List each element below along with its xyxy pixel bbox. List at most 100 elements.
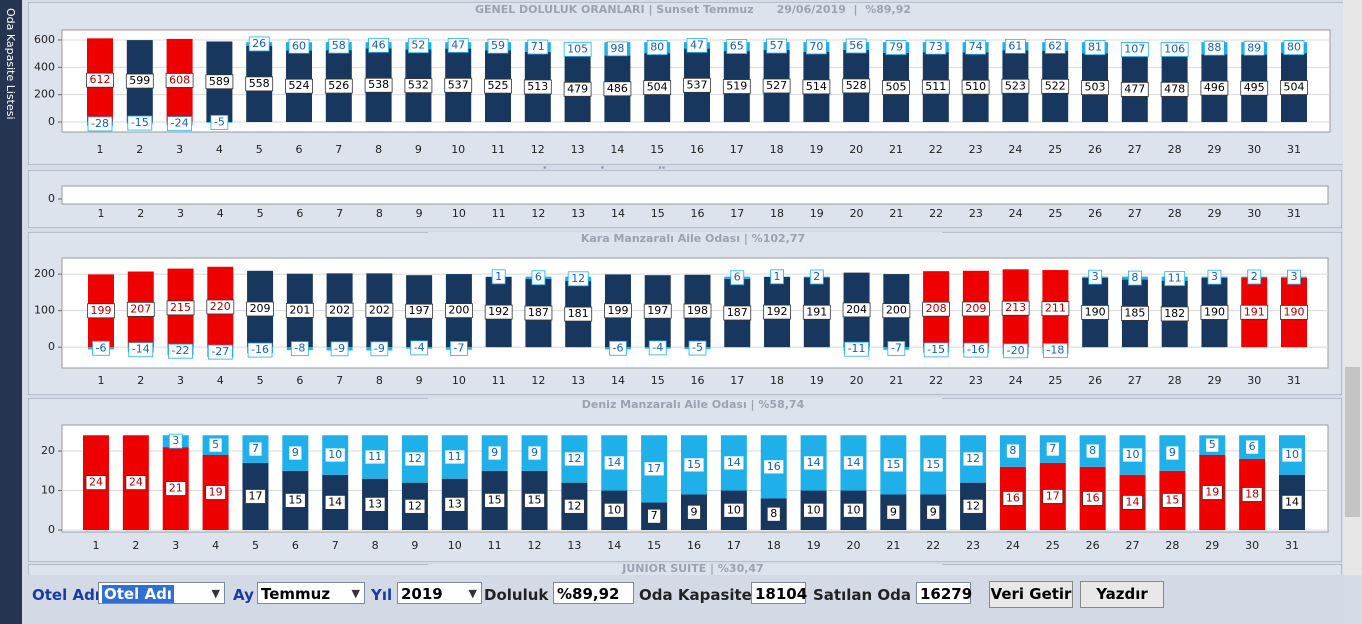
data-label: 13 xyxy=(368,497,382,510)
side-tab[interactable]: Oda Kapasite Listesi xyxy=(0,0,22,624)
data-label: 200 xyxy=(886,304,907,317)
x-tick-label: 9 xyxy=(416,207,423,220)
data-label: 198 xyxy=(687,304,708,317)
month-select[interactable]: Temmuz ▼ xyxy=(257,582,365,604)
chart-0: GENEL DOLULUK ORANLARI | Sunset Temmuz 2… xyxy=(28,2,1343,165)
data-label: 12 xyxy=(567,452,581,465)
data-label: 24 xyxy=(89,476,103,489)
data-label-box xyxy=(324,78,353,94)
data-label: -5 xyxy=(692,341,703,354)
data-label-box xyxy=(1247,269,1262,285)
x-tick-label: 20 xyxy=(850,207,864,220)
data-label: 2 xyxy=(813,270,820,283)
x-tick-label: 18 xyxy=(770,143,784,156)
data-label-box xyxy=(487,38,509,54)
label: Doluluk xyxy=(484,586,549,604)
data-label-box xyxy=(125,73,154,89)
y-tick-label: 0 xyxy=(48,115,55,128)
capacity-field[interactable]: 18104 xyxy=(751,582,807,604)
data-label: 88 xyxy=(1207,41,1221,54)
sold-field[interactable]: 16279 xyxy=(916,582,972,604)
data-label-box xyxy=(365,302,394,318)
data-label-box xyxy=(1281,447,1303,463)
data-label: 199 xyxy=(607,304,628,317)
data-label: 190 xyxy=(1085,305,1106,318)
data-label-box xyxy=(1205,437,1220,453)
x-tick-label: 2 xyxy=(137,207,144,220)
data-label: 523 xyxy=(1005,79,1026,92)
data-label-box xyxy=(325,302,354,318)
data-label: 519 xyxy=(726,80,747,93)
print-button[interactable]: Yazdır xyxy=(1080,581,1164,608)
data-label-box xyxy=(803,455,824,471)
data-label: 80 xyxy=(650,41,664,54)
x-tick-label: 27 xyxy=(1128,374,1142,387)
chart-title: GENEL DOLULUK ORANLARI | Sunset Temmuz 2… xyxy=(475,3,911,16)
x-tick-label: 16 xyxy=(687,539,701,552)
occupancy-field[interactable]: %89,92 xyxy=(553,582,634,604)
x-tick-label: 22 xyxy=(929,143,943,156)
label: Otel Adı xyxy=(32,586,100,604)
data-label-box xyxy=(168,433,183,449)
data-label-box xyxy=(1160,81,1189,97)
data-label-box xyxy=(248,441,263,457)
x-tick-label: 15 xyxy=(651,374,665,387)
data-label: 59 xyxy=(491,39,505,52)
data-label: 7 xyxy=(1049,442,1056,455)
fetch-button[interactable]: Veri Getir xyxy=(989,581,1073,608)
x-tick-label: 28 xyxy=(1168,374,1182,387)
data-label: 74 xyxy=(969,40,983,53)
data-label: 19 xyxy=(209,486,223,499)
data-label: 14 xyxy=(807,456,821,469)
side-tab-label: Oda Kapasite Listesi xyxy=(4,8,17,120)
x-tick-label: 14 xyxy=(607,539,621,552)
y-tick-label: 0 xyxy=(48,192,55,205)
data-label-box xyxy=(1003,343,1029,359)
x-tick-label: 21 xyxy=(886,539,900,552)
data-label: 190 xyxy=(1284,305,1305,318)
scrollbar[interactable] xyxy=(1343,0,1362,575)
data-label-box xyxy=(686,37,708,53)
x-tick-label: 11 xyxy=(488,539,502,552)
x-tick-label: 7 xyxy=(336,207,343,220)
data-label-box xyxy=(128,342,154,358)
data-label: 3 xyxy=(172,434,179,447)
x-tick-label: 7 xyxy=(335,143,342,156)
data-label: -22 xyxy=(172,344,190,357)
chart-1: 01 2 3 4 5 6 7 8 9 10 11 12 13 14 15 16 17 18 19 20 21 22 23 24… xyxy=(28,170,1342,228)
data-label-box xyxy=(284,493,306,508)
year-select[interactable]: 2019 ▼ xyxy=(397,582,482,604)
x-tick-label: 8 xyxy=(376,374,383,387)
data-label-box xyxy=(887,341,906,356)
data-label-box xyxy=(330,341,349,357)
data-label: 9 xyxy=(890,505,897,518)
charts: ODA TİPLERİNE GÖRE DOLULUK ORANLARIGENEL… xyxy=(28,2,1343,575)
data-label-box xyxy=(1160,42,1189,57)
data-label-box xyxy=(290,341,309,357)
data-label: -14 xyxy=(132,343,150,356)
data-label-box xyxy=(802,304,831,320)
x-tick-label: 25 xyxy=(1046,539,1060,552)
x-tick-label: 7 xyxy=(336,374,343,387)
data-label-box xyxy=(843,502,864,518)
data-label-box xyxy=(643,80,672,95)
data-label-box xyxy=(368,37,390,53)
data-label: 538 xyxy=(368,78,389,91)
data-label: 10 xyxy=(328,448,342,461)
data-label-box xyxy=(802,79,831,95)
x-tick-label: 1 xyxy=(98,207,105,220)
y-tick-label: 600 xyxy=(34,33,55,46)
title-bg xyxy=(428,232,942,246)
x-tick-label: 14 xyxy=(611,207,625,220)
x-tick-label: 19 xyxy=(810,374,824,387)
data-label: -27 xyxy=(211,345,229,358)
hotel-select[interactable]: Otel Adı ▼ xyxy=(98,582,225,604)
data-label-box xyxy=(1280,305,1308,320)
scroll-thumb[interactable] xyxy=(1345,367,1360,517)
data-label: 46 xyxy=(372,38,386,51)
data-label: 182 xyxy=(1164,307,1185,320)
x-tick-label: 28 xyxy=(1165,539,1179,552)
x-tick-label: 2 xyxy=(137,374,144,387)
data-label-box xyxy=(1164,271,1186,287)
x-tick-label: 24 xyxy=(1009,207,1023,220)
